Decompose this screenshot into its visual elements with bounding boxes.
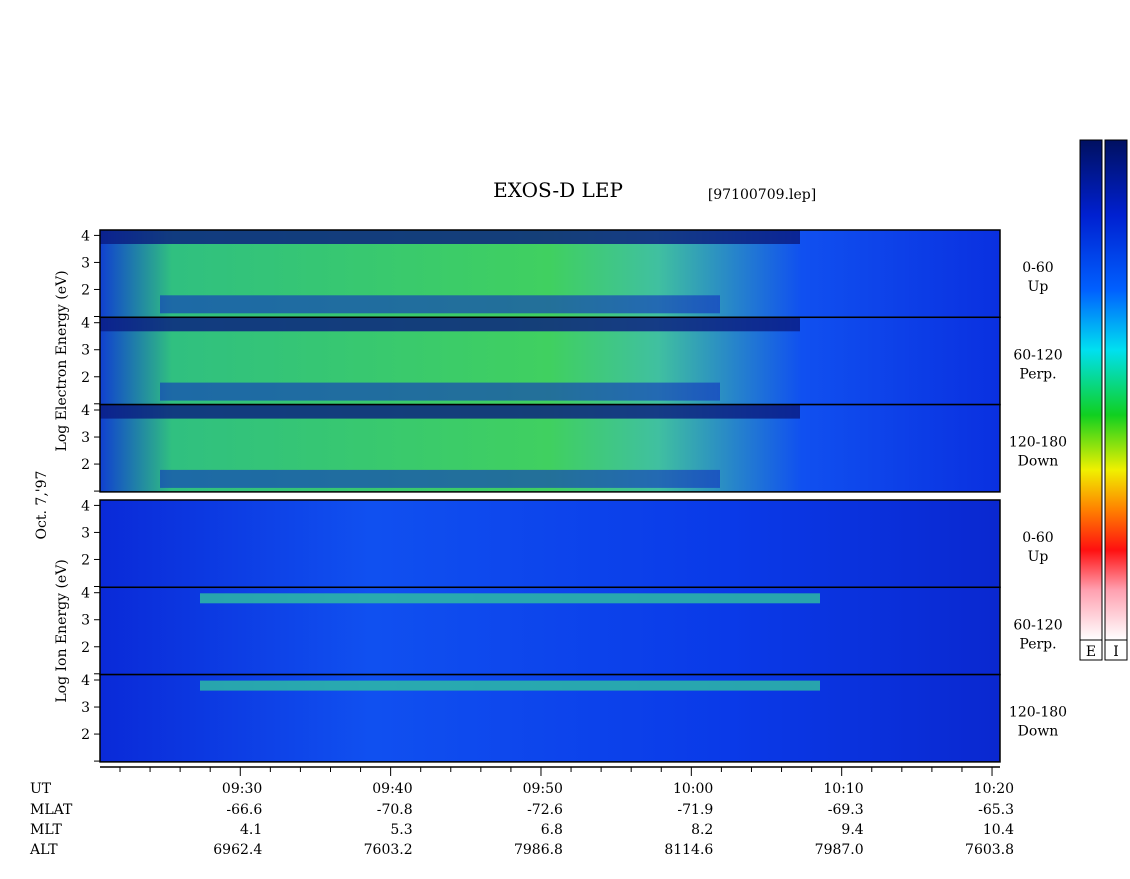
- row-value: 8.2: [691, 822, 713, 838]
- row-label: MLAT: [30, 802, 73, 818]
- spectrogram-band: [100, 230, 800, 244]
- row-value: 8114.6: [664, 842, 713, 858]
- y-tick-label: 3: [81, 343, 90, 359]
- spectrogram-band: [200, 680, 820, 691]
- y-tick-label: 3: [81, 613, 90, 629]
- row-value: 7603.2: [364, 842, 413, 858]
- direction: Perp.: [1019, 636, 1056, 652]
- pitch-angle: 0-60: [1022, 530, 1053, 546]
- direction: Up: [1028, 279, 1049, 295]
- y-tick-label: 2: [81, 282, 90, 298]
- spectrogram-band: [160, 469, 720, 488]
- row-value: -71.9: [677, 802, 713, 818]
- color-bar-label-box: [1104, 639, 1128, 661]
- row-value: 6.8: [541, 822, 563, 838]
- row-value: -69.3: [828, 802, 864, 818]
- y-tick-label: 4: [81, 586, 90, 602]
- row-value: 4.1: [240, 822, 262, 838]
- color-bar: [1104, 139, 1128, 641]
- x-tick-label: 09:50: [523, 781, 563, 797]
- y-tick-label: 2: [81, 370, 90, 386]
- pitch-angle: 120-180: [1009, 435, 1067, 451]
- y-tick-label: 4: [81, 228, 90, 244]
- color-bar-label: I: [1113, 644, 1119, 660]
- spectrogram-band: [200, 593, 820, 604]
- y-tick-label: 2: [81, 727, 90, 743]
- row-label: UT: [30, 781, 52, 797]
- row-value: 7986.8: [514, 842, 563, 858]
- spectrogram-band: [100, 404, 800, 419]
- panel-frame: [99, 673, 1001, 763]
- color-bar-label: E: [1086, 644, 1096, 660]
- row-value: 7987.0: [815, 842, 864, 858]
- y-tick-label: 4: [81, 673, 90, 689]
- y-tick-label: 3: [81, 430, 90, 446]
- x-tick-label: 09:30: [222, 781, 262, 797]
- spectrogram-band: [160, 382, 720, 401]
- x-tick-label: 10:20: [974, 781, 1014, 797]
- y-tick-label: 2: [81, 552, 90, 568]
- row-value: 10.4: [983, 822, 1014, 838]
- y-tick-label: 3: [81, 700, 90, 716]
- spectrogram-band: [160, 295, 720, 314]
- file-name: [97100709.lep]: [708, 187, 816, 203]
- color-bar: [1079, 139, 1103, 641]
- spectrogram: [100, 500, 1000, 588]
- row-value: -72.6: [527, 802, 563, 818]
- row-value: 9.4: [841, 822, 863, 838]
- x-tick-label: 10:00: [673, 781, 713, 797]
- y-tick-label: 4: [81, 403, 90, 419]
- direction: Down: [1018, 454, 1059, 470]
- row-value: 7603.8: [965, 842, 1014, 858]
- pitch-angle: 120-180: [1009, 705, 1067, 721]
- y-axis-label: Log Ion Energy (eV): [54, 559, 70, 702]
- direction: Perp.: [1019, 366, 1056, 382]
- y-tick-label: 4: [81, 316, 90, 332]
- y-axis-label: Log Electron Energy (eV): [54, 270, 70, 451]
- direction: Up: [1028, 549, 1049, 565]
- spectrogram-band: [100, 317, 800, 332]
- pitch-angle: 0-60: [1022, 260, 1053, 276]
- y-tick-label: 4: [81, 498, 90, 514]
- row-value: -70.8: [377, 802, 413, 818]
- row-value: -65.3: [978, 802, 1014, 818]
- y-tick-label: 2: [81, 457, 90, 473]
- y-tick-label: 3: [81, 525, 90, 541]
- title: EXOS-D LEP: [493, 178, 623, 202]
- row-value: 5.3: [390, 822, 412, 838]
- row-value: -66.6: [226, 802, 262, 818]
- color-bar-label-box: [1079, 639, 1103, 661]
- y-tick-label: 2: [81, 640, 90, 656]
- pitch-angle: 60-120: [1013, 347, 1062, 363]
- row-label: ALT: [29, 842, 58, 858]
- row-label: MLT: [30, 822, 62, 838]
- y-tick-label: 3: [81, 255, 90, 271]
- direction: Down: [1018, 724, 1059, 740]
- pitch-angle: 60-120: [1013, 617, 1062, 633]
- row-value: 6962.4: [213, 842, 262, 858]
- panel-frame: [99, 403, 1001, 493]
- date: Oct. 7,'97: [34, 471, 50, 540]
- x-tick-label: 09:40: [372, 781, 412, 797]
- x-tick-label: 10:10: [823, 781, 863, 797]
